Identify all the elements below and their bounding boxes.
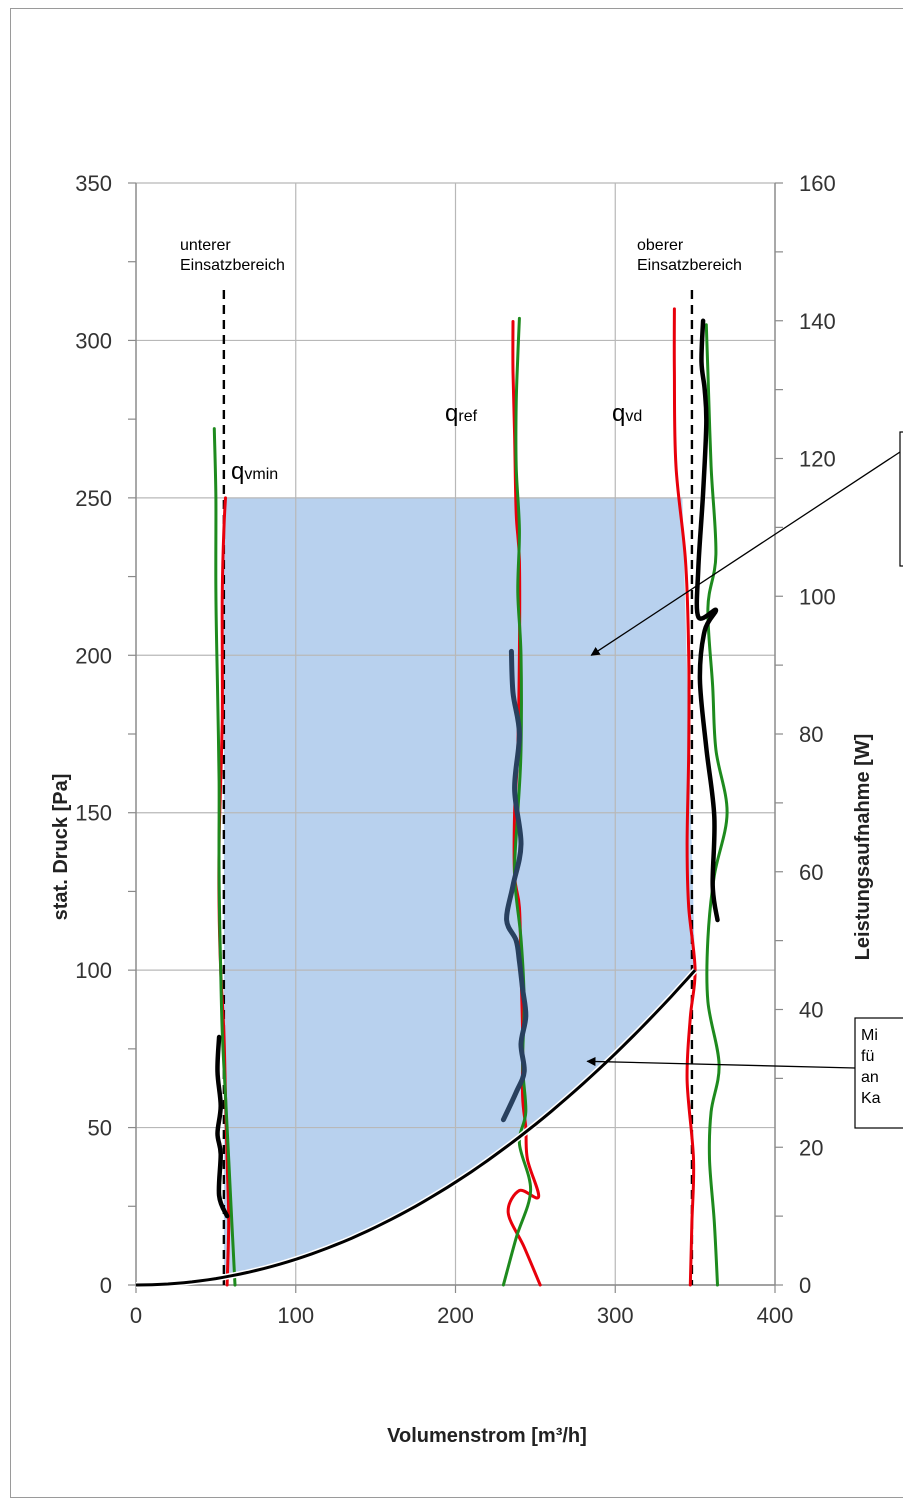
annotation-text: fü [861,1048,874,1065]
y-left-tick-label: 50 [88,1116,112,1141]
y-right-tick-label: 80 [799,722,823,747]
q-label-vmin: qvmin [231,458,278,485]
system-curve [135,969,697,1287]
x-tick-label: 200 [437,1303,474,1328]
x-tick-label: 100 [277,1303,314,1328]
series-line [215,1034,230,1219]
y-right-tick-label: 20 [799,1135,823,1160]
x-tick-label: 400 [757,1303,794,1328]
boundary-label: oberer [637,237,684,254]
y-left-tick-label: 300 [75,328,112,353]
annotation-text: Ka [861,1090,881,1107]
series-line [672,307,697,1287]
boundary-label: Einsatzbereich [180,257,285,274]
y-left-tick-label: 0 [100,1273,112,1298]
y-left-tick-label: 200 [75,643,112,668]
q-label-vd: qvd [612,400,642,427]
series-line [704,323,729,1287]
x-tick-label: 0 [130,1303,142,1328]
y-left-tick-label: 150 [75,801,112,826]
annotation-text: an [861,1069,879,1086]
x-tick-label: 300 [597,1303,634,1328]
y-right-axis-title: Leistungsaufnahme [W] [852,734,874,961]
y-left-tick-label: 250 [75,486,112,511]
y-right-tick-label: 60 [799,860,823,885]
series-line [500,648,529,1123]
annotation-box-area [899,431,903,567]
y-left-tick-label: 350 [75,171,112,196]
y-right-tick-label: 120 [799,447,836,472]
x-axis-title: Volumenstrom [m³/h] [387,1425,587,1447]
q-label-ref: qref [445,400,478,427]
y-left-tick-label: 100 [75,958,112,983]
y-left-axis-title: stat. Druck [Pa] [50,774,72,921]
annotation-text: Mi [861,1027,878,1044]
boundary-label: Einsatzbereich [637,257,742,274]
y-right-tick-label: 100 [799,584,836,609]
annotation-arrow-curve [586,1056,856,1069]
operating-area [223,497,696,1278]
series-line [212,427,237,1287]
y-right-tick-label: 140 [799,309,836,334]
annotation-box-curve [854,1017,903,1129]
y-right-tick-label: 40 [799,998,823,1023]
annotation-arrow-area [590,451,901,656]
y-right-tick-label: 0 [799,1273,811,1298]
series-line [501,316,533,1287]
boundary-label: unterer [180,237,231,254]
y-right-tick-label: 160 [799,171,836,196]
series-line [694,318,720,923]
